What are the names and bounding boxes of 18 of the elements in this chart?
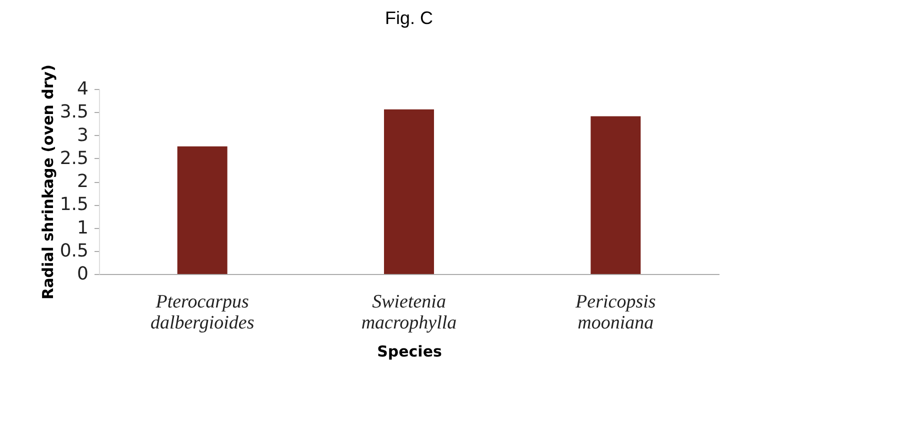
y-tick-label: 2 <box>77 171 88 192</box>
chart-title: Fig. C <box>384 8 434 28</box>
bar <box>384 109 434 274</box>
bar <box>177 146 228 274</box>
y-tick-label: 0 <box>77 264 88 284</box>
x-tick-label: Pericopsis mooniana <box>574 292 656 334</box>
y-axis-title: Radial shrinkage (oven dry) <box>38 64 57 300</box>
x-axis-title: Species <box>377 342 442 360</box>
y-tick-label: 1.5 <box>60 194 88 216</box>
x-tick-label: Pterocarpus dalbergioides <box>150 292 254 334</box>
y-tick-label: 4 <box>77 78 88 100</box>
x-tick-label: Swietenia macrophylla <box>361 292 457 334</box>
y-tick-label: 1 <box>77 217 88 238</box>
y-tick-label: 2.5 <box>60 148 88 169</box>
y-tick-label: 0.5 <box>60 240 88 262</box>
bar <box>590 116 641 274</box>
y-tick-label: 3.5 <box>60 102 88 123</box>
y-tick-label: 3 <box>77 124 88 146</box>
